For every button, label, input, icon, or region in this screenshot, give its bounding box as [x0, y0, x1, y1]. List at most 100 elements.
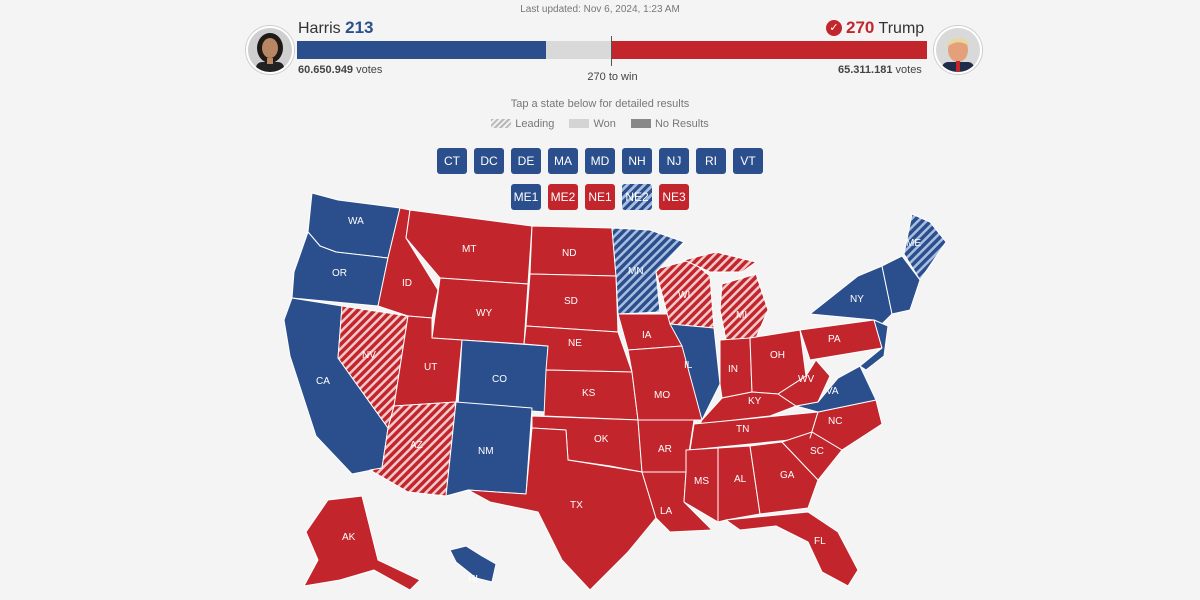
state-ak[interactable]	[303, 495, 421, 591]
state-button-md[interactable]: MD	[585, 148, 615, 174]
map-label-ga: GA	[780, 470, 795, 481]
state-wv[interactable]	[777, 359, 831, 407]
us-election-map: WA OR CA NV ID MT WY UT AZ CO NM ND SD N…	[283, 192, 947, 591]
map-label-id: ID	[402, 278, 412, 289]
state-button-dc[interactable]: DC	[474, 148, 504, 174]
map-label-va: VA	[826, 386, 839, 397]
win-threshold-marker	[611, 36, 612, 66]
check-icon: ✓	[826, 20, 842, 36]
state-button-ri[interactable]: RI	[696, 148, 726, 174]
legend-no-results: No Results	[630, 118, 709, 130]
legend-won: Won	[569, 118, 616, 130]
map-label-tn: TN	[736, 424, 749, 435]
state-me[interactable]	[903, 213, 947, 281]
map-legend: Leading Won No Results	[0, 118, 1200, 130]
map-label-il: IL	[684, 360, 693, 371]
legend-leading-label: Leading	[515, 118, 555, 130]
map-label-me: ME	[906, 238, 921, 249]
map-label-mi: MI	[736, 310, 747, 321]
map-label-nm: NM	[478, 446, 494, 457]
state-button-ct[interactable]: CT	[437, 148, 467, 174]
state-ne-small[interactable]	[881, 255, 921, 315]
state-button-ma[interactable]: MA	[548, 148, 578, 174]
last-updated: Last updated: Nov 6, 2024, 1:23 AM	[520, 4, 680, 15]
harris-name: Harris	[298, 20, 341, 37]
harris-label: Harris 213	[298, 18, 374, 38]
district-button-me1[interactable]: ME1	[511, 184, 541, 210]
state-nj-md[interactable]	[859, 319, 889, 371]
state-il[interactable]	[669, 323, 721, 421]
state-hi[interactable]	[449, 545, 497, 583]
map-label-co: CO	[492, 374, 507, 385]
state-ga[interactable]	[749, 441, 819, 515]
map-label-or: OR	[332, 268, 347, 279]
state-ms[interactable]	[683, 447, 719, 523]
map-label-la: LA	[660, 506, 673, 517]
harris-popular-votes: 60.650.949 votes	[298, 64, 382, 76]
map-label-mo: MO	[654, 390, 670, 401]
map-label-ia: IA	[642, 330, 652, 341]
to-win-label: 270 to win	[587, 71, 638, 83]
legend-leading: Leading	[491, 118, 554, 130]
map-label-in: IN	[728, 364, 738, 375]
districts-row: ME1 ME2 NE1 NE2 NE3	[0, 184, 1200, 210]
map-label-wv: WV	[798, 374, 814, 385]
map-label-az: AZ	[410, 440, 423, 451]
map-label-wi: WI	[678, 290, 690, 301]
map-label-ak: AK	[342, 532, 356, 543]
won-swatch	[569, 119, 590, 128]
map-label-hi: HI	[468, 574, 478, 585]
state-button-nh[interactable]: NH	[622, 148, 652, 174]
map-label-ut: UT	[424, 362, 437, 373]
trump-votes-word: votes	[895, 64, 922, 76]
harris-avatar	[246, 26, 294, 74]
electoral-vote-bar	[297, 41, 927, 59]
map-label-sd: SD	[564, 296, 578, 307]
harris-votes-word: votes	[356, 64, 383, 76]
trump-name: Trump	[878, 20, 925, 37]
trump-electoral-votes: 270	[846, 18, 875, 37]
district-button-me2[interactable]: ME2	[548, 184, 578, 210]
map-label-tx: TX	[570, 500, 583, 511]
district-button-ne2[interactable]: NE2	[622, 184, 652, 210]
map-label-nc: NC	[828, 416, 842, 427]
state-pa[interactable]	[799, 319, 883, 361]
trump-label: ✓ 270 Trump	[826, 18, 924, 38]
instructions-text: Tap a state below for detailed results	[510, 98, 690, 110]
map-label-nv: NV	[362, 350, 376, 361]
state-button-de[interactable]: DE	[511, 148, 541, 174]
state-al[interactable]	[717, 445, 761, 523]
harris-vote-count: 60.650.949	[298, 64, 354, 76]
map-label-mn: MN	[628, 266, 644, 277]
leading-swatch	[491, 119, 512, 128]
map-label-ky: KY	[748, 396, 762, 407]
map-label-mt: MT	[462, 244, 476, 255]
map-label-sc: SC	[810, 446, 824, 457]
district-button-ne3[interactable]: NE3	[659, 184, 689, 210]
map-label-fl: FL	[814, 536, 826, 547]
map-label-wa: WA	[348, 216, 364, 227]
map-label-ks: KS	[582, 388, 596, 399]
state-tx[interactable]	[467, 427, 657, 591]
map-label-ny: NY	[850, 294, 864, 305]
state-button-vt[interactable]: VT	[733, 148, 763, 174]
map-label-oh: OH	[770, 350, 785, 361]
state-mn[interactable]	[611, 227, 685, 315]
harris-electoral-votes: 213	[345, 18, 374, 37]
small-states-row: CT DC DE MA MD NH NJ RI VT	[0, 148, 1200, 174]
trump-avatar	[934, 26, 982, 74]
trump-popular-votes: 65.311.181 votes	[838, 64, 922, 76]
trump-bar	[612, 41, 927, 59]
map-label-ms: MS	[694, 476, 709, 487]
state-mi[interactable]	[719, 273, 769, 341]
legend-no-results-label: No Results	[654, 118, 709, 130]
map-label-pa: PA	[828, 334, 841, 345]
state-mi-up[interactable]	[683, 251, 757, 273]
legend-won-label: Won	[593, 118, 616, 130]
map-label-nd: ND	[562, 248, 576, 259]
district-button-ne1[interactable]: NE1	[585, 184, 615, 210]
trump-vote-count: 65.311.181	[838, 64, 893, 76]
map-label-wy: WY	[476, 308, 492, 319]
state-button-nj[interactable]: NJ	[659, 148, 689, 174]
state-fl[interactable]	[725, 511, 859, 587]
